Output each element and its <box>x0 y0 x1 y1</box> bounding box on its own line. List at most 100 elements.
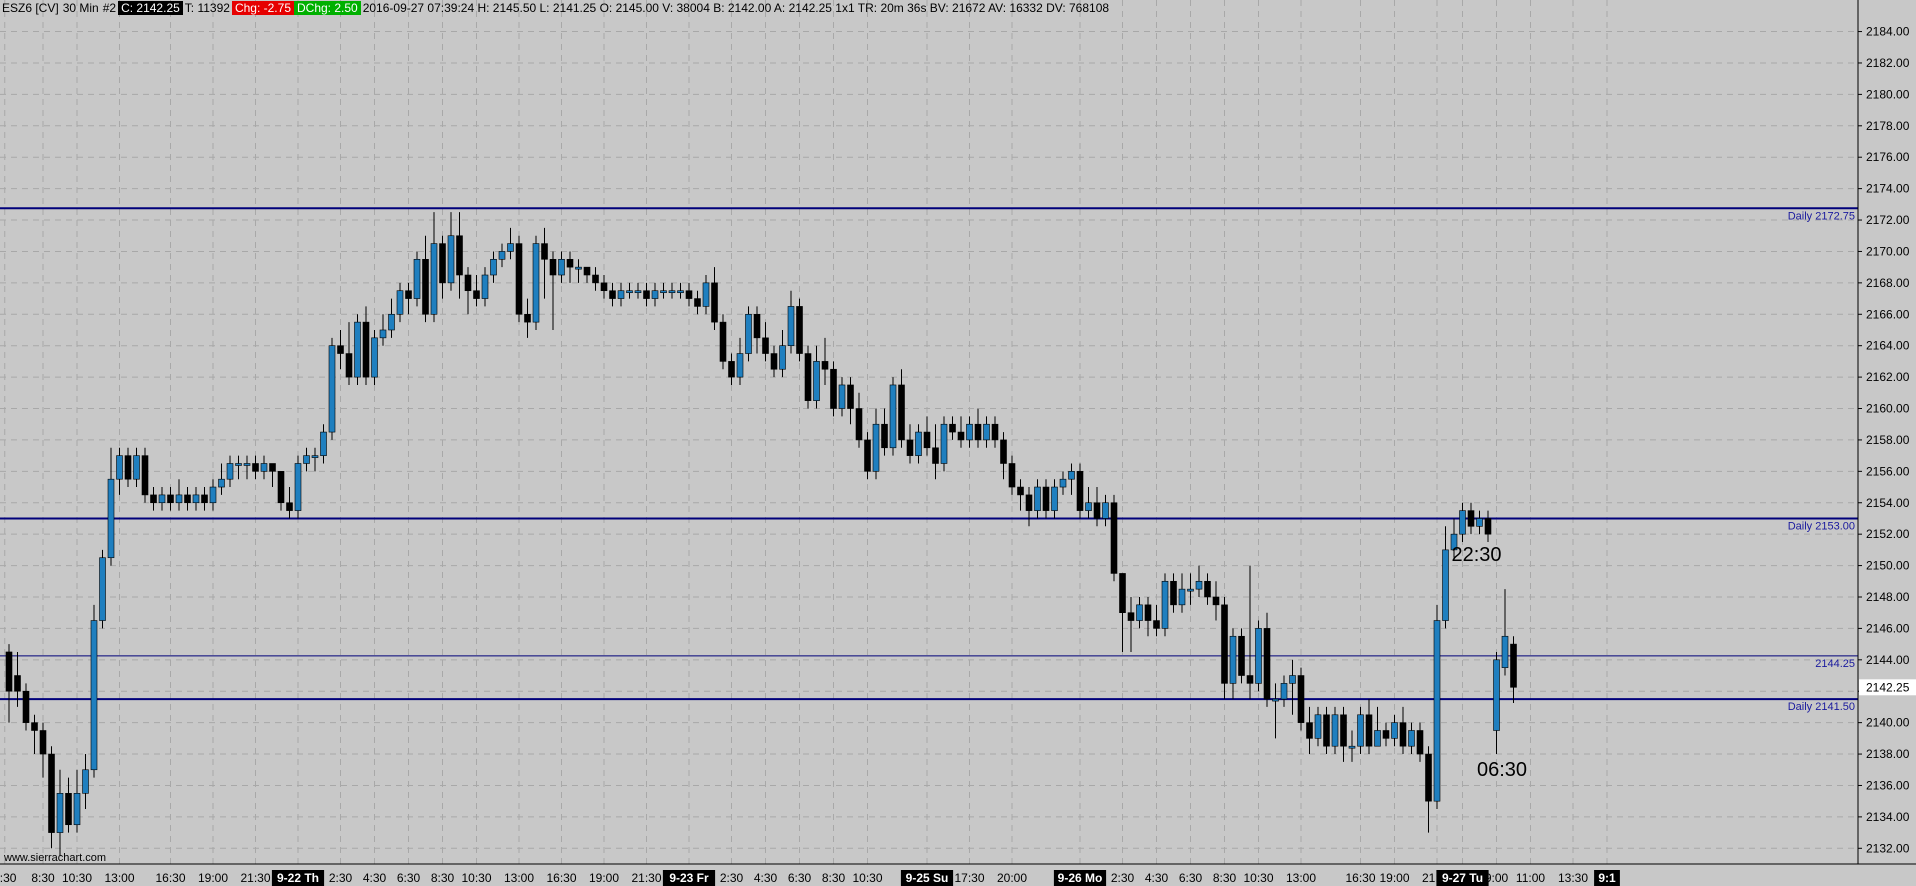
up-candle-body <box>889 384 897 449</box>
down-candle-body <box>881 423 888 449</box>
down-candle-body <box>1008 463 1016 488</box>
price-tick-label: 2146.00 <box>1866 621 1910 635</box>
time-tick-label: 4:30 <box>754 871 778 885</box>
time-tick-label: 6:30 <box>788 871 812 885</box>
up-candle-body <box>617 290 625 299</box>
down-candle-body <box>1425 753 1432 802</box>
down-candle-body <box>362 321 370 378</box>
down-candle-body <box>1017 486 1024 496</box>
time-tick-label: 10:30 <box>62 871 92 885</box>
down-candle-body <box>974 423 982 441</box>
price-level-label: Daily 2153.00 <box>1788 520 1855 532</box>
time-annotation: 22:30 <box>1452 544 1502 566</box>
down-candle-body <box>855 408 863 441</box>
time-tick-label: 19:00 <box>589 871 619 885</box>
down-candle-body <box>923 431 931 449</box>
price-tick-label: 2168.00 <box>1866 276 1910 290</box>
time-tick-label: 16:30 <box>155 871 185 885</box>
time-tick-label: 11:00 <box>1516 871 1545 885</box>
time-tick-label: 19:00 <box>198 871 228 885</box>
up-candle-body <box>260 463 268 472</box>
down-candle-body <box>753 313 761 339</box>
down-candle-body <box>1153 620 1160 629</box>
up-candle-body <box>983 423 990 441</box>
up-candle-body <box>558 259 565 276</box>
up-candle-body <box>1476 518 1483 527</box>
up-candle-body <box>73 793 81 826</box>
price-tick-label: 2164.00 <box>1866 339 1910 353</box>
down-candle-body <box>1127 612 1135 621</box>
up-candle-body <box>634 290 642 294</box>
down-candle-body <box>609 290 616 299</box>
down-candle-body <box>1212 596 1220 606</box>
time-tick-label: 4:30 <box>363 871 387 885</box>
down-candle-body <box>22 690 30 723</box>
up-candle-body <box>1059 478 1067 488</box>
time-tick-label: 13:00 <box>1286 871 1316 885</box>
up-candle-body <box>303 455 310 464</box>
down-candle-body <box>201 494 208 504</box>
up-candle-body <box>1051 486 1058 511</box>
down-candle-body <box>1204 580 1211 598</box>
down-candle-body <box>141 455 149 496</box>
down-candle-body <box>1144 604 1152 621</box>
down-candle-body <box>1510 643 1517 688</box>
time-axis[interactable]: 6:30 8:30 10:30 13:00 16:30 19:00 21:30 9-22 Th… <box>0 863 1916 886</box>
time-tick-label: 8:30 <box>31 871 55 885</box>
up-candle-body <box>813 361 820 401</box>
up-candle-body <box>1229 635 1237 684</box>
price-tick-label: 2150.00 <box>1866 559 1910 573</box>
up-candle-body <box>320 431 327 456</box>
up-candle-body <box>1501 635 1509 668</box>
up-candle-body <box>116 455 123 480</box>
up-candle-body <box>532 243 540 323</box>
up-candle-body <box>1187 588 1194 592</box>
down-candle-body <box>643 290 650 299</box>
up-candle-body <box>1374 730 1381 747</box>
watermark-text: www.sierrachart.com <box>3 852 106 864</box>
date-tick-label: 9-26 Mo <box>1058 871 1103 885</box>
up-candle-body <box>1195 580 1203 590</box>
down-candle-body <box>1365 714 1373 747</box>
price-axis[interactable]: 2132.00 2134.00 2136.00 2138.00 2140.00 2142.… <box>1857 0 1916 886</box>
daily-change-chip: DChg: 2.50 <box>294 1 361 15</box>
time-tick-label: 13:00 <box>104 871 134 885</box>
chart-header: ESZ6 [CV] 30 Min #2 C: 2142.25 T: 11392 … <box>0 0 1111 16</box>
grid-lines <box>0 0 1858 864</box>
down-candle-body <box>473 290 480 299</box>
down-candle-body <box>1263 628 1271 700</box>
down-candle-body <box>150 494 157 504</box>
change-chip: Chg: -2.75 <box>231 1 294 15</box>
down-candle-body <box>719 321 727 362</box>
up-candle-body <box>209 486 217 504</box>
down-candle-body <box>464 274 472 292</box>
down-candle-body <box>65 793 72 826</box>
down-candle-body <box>847 384 854 409</box>
time-tick-label: 4:30 <box>1145 871 1169 885</box>
up-candle-body <box>779 345 786 370</box>
chart-number-label: #2 <box>102 1 117 15</box>
up-candle-body <box>1280 683 1288 700</box>
time-tick-label: 8:30 <box>431 871 455 885</box>
date-tick-label: 9-22 Th <box>277 871 319 885</box>
date-tick-label: 9-25 Su <box>906 871 949 885</box>
down-candle-body <box>711 282 718 323</box>
down-candle-body <box>1246 675 1254 684</box>
price-tick-label: 2132.00 <box>1866 841 1910 855</box>
up-candle-body <box>575 266 582 270</box>
up-candle-body <box>158 494 166 504</box>
up-candle-body <box>413 259 421 299</box>
price-tick-label: 2184.00 <box>1866 25 1910 39</box>
down-candle-body <box>1170 580 1177 606</box>
up-candle-body <box>192 494 200 504</box>
quote-details: 2016-09-27 07:39:24 H: 2145.50 L: 2141.2… <box>362 1 1110 15</box>
current-price-marker <box>1859 679 1916 696</box>
down-candle-body <box>1238 635 1245 676</box>
date-tick-badge <box>271 870 325 886</box>
down-candle-body <box>762 337 769 354</box>
up-candle-body <box>90 620 98 771</box>
down-candle-body <box>252 463 259 472</box>
up-candle-body <box>354 321 361 378</box>
down-candle-body <box>821 361 829 370</box>
